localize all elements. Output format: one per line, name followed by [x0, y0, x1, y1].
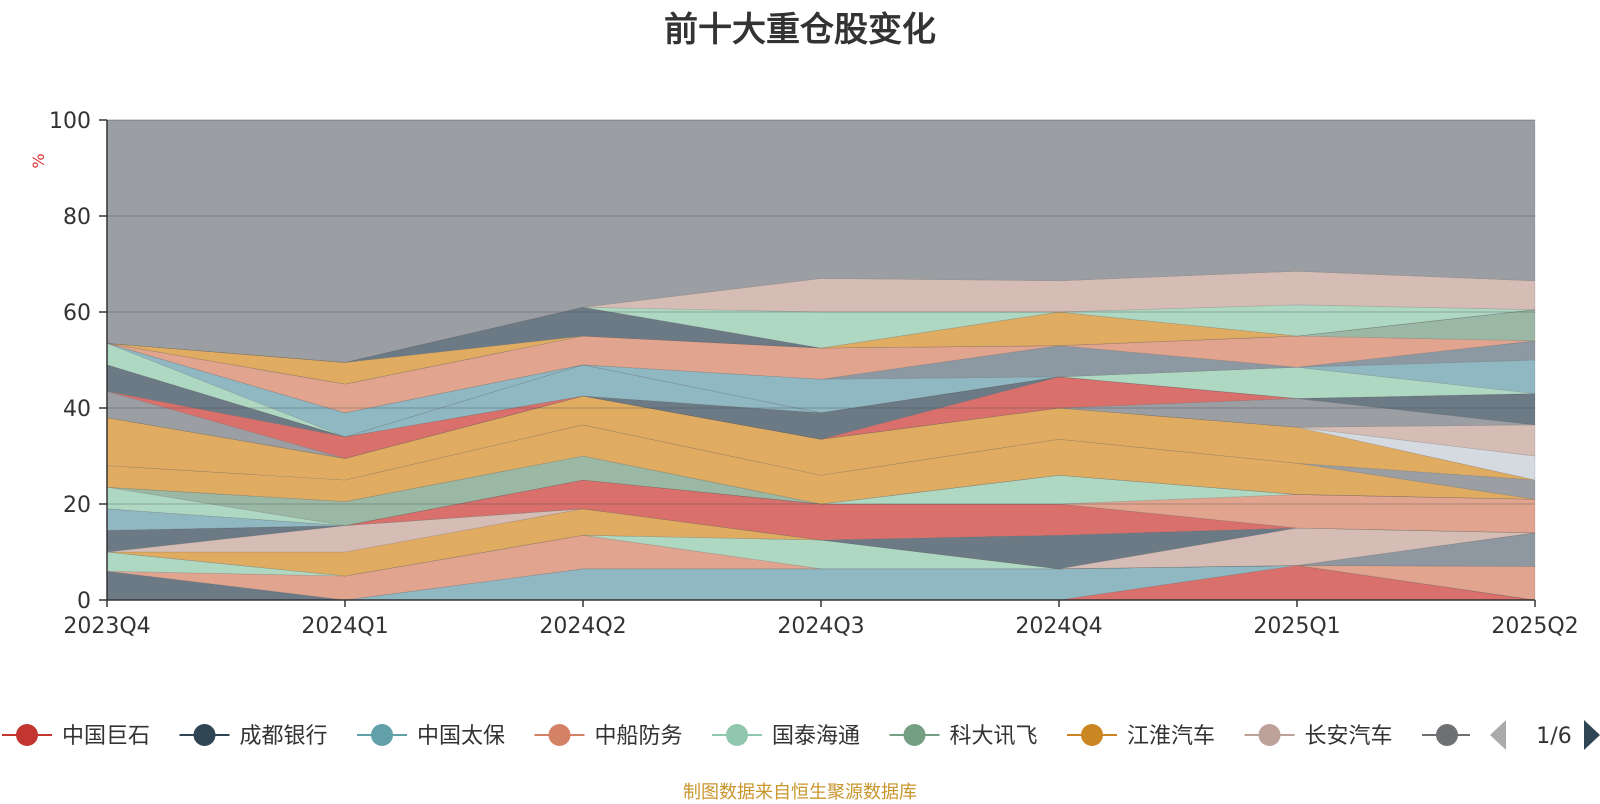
legend-label: 江淮汽车	[1127, 724, 1215, 749]
legend-dot-icon	[903, 724, 926, 746]
legend-dot-icon	[726, 724, 748, 746]
x-tick-label: 2025Q1	[1253, 614, 1340, 639]
chart-title: 前十大重仓股变化	[664, 10, 936, 50]
legend-dot-icon	[1258, 724, 1281, 746]
legend-label: 成都银行	[240, 724, 328, 749]
y-tick-label: 80	[63, 205, 91, 230]
y-tick-label: 20	[63, 493, 91, 518]
stacked-area-bands	[106, 119, 1536, 601]
legend-item[interactable]: 科大讯飞	[889, 724, 1038, 749]
legend-label: 中船防务	[595, 724, 683, 749]
legend-item[interactable]: 中国巨石	[2, 724, 150, 749]
legend-prev-arrow-icon[interactable]	[1490, 720, 1506, 750]
x-tick-label: 2024Q1	[301, 614, 388, 639]
legend: 中国巨石 成都银行 中国太保 中船防务 国泰海通 科大讯飞 江淮汽车 长安汽车 文	[2, 724, 1504, 749]
legend-dot-icon	[548, 724, 571, 746]
legend-label: 国泰海通	[772, 724, 860, 749]
legend-item[interactable]: 江淮汽车	[1067, 724, 1215, 749]
legend-dot-icon	[1081, 724, 1103, 746]
legend-pager: 1/6	[1490, 720, 1600, 750]
legend-item[interactable]: 长安汽车	[1244, 724, 1393, 749]
area-band	[106, 395, 1536, 481]
legend-label: 中国太保	[417, 724, 505, 749]
x-tick-label: 2025Q2	[1491, 614, 1578, 639]
area-band	[106, 395, 1536, 481]
legend-item[interactable]: 中船防务	[534, 724, 683, 749]
x-tick-label: 2024Q4	[1015, 614, 1102, 639]
area-band	[106, 270, 1536, 363]
y-axis-unit-label: %	[29, 153, 48, 168]
y-tick-label: 0	[77, 589, 91, 614]
legend-dot-icon	[16, 724, 38, 746]
area-band	[106, 119, 1536, 363]
area-band	[106, 395, 1536, 459]
legend-page-indicator: 1/6	[1536, 724, 1571, 749]
legend-dot-icon	[193, 724, 216, 746]
area-band	[106, 508, 1536, 570]
x-tick-label: 2024Q2	[539, 614, 626, 639]
area-band	[106, 390, 1536, 459]
x-tick-label: 2023Q4	[63, 614, 150, 639]
y-tick-label: 40	[63, 397, 91, 422]
x-tick-label: 2024Q3	[777, 614, 864, 639]
x-axis-tick-labels: 2023Q4 2024Q1 2024Q2 2024Q3 2024Q4 2025Q1 2025…	[63, 614, 1578, 639]
y-axis-tick-labels: 0 20 40 60 80 100	[49, 109, 91, 614]
legend-next-arrow-icon[interactable]	[1584, 720, 1600, 750]
data-source-note: 制图数据来自恒生聚源数据库	[683, 782, 917, 803]
legend-label: 长安汽车	[1305, 724, 1393, 749]
legend-dot-icon	[1436, 724, 1458, 746]
y-tick-label: 60	[63, 301, 91, 326]
legend-item[interactable]: 中国太保	[357, 724, 505, 749]
legend-dot-icon	[371, 724, 393, 746]
y-tick-label: 100	[49, 109, 91, 134]
legend-item[interactable]: 文	[1422, 724, 1504, 749]
legend-label: 科大讯飞	[950, 724, 1038, 749]
legend-item[interactable]: 国泰海通	[712, 724, 860, 749]
legend-label: 中国巨石	[62, 724, 150, 749]
legend-item[interactable]: 成都银行	[179, 724, 328, 749]
gridlines	[107, 119, 1535, 505]
axes	[99, 119, 1536, 607]
